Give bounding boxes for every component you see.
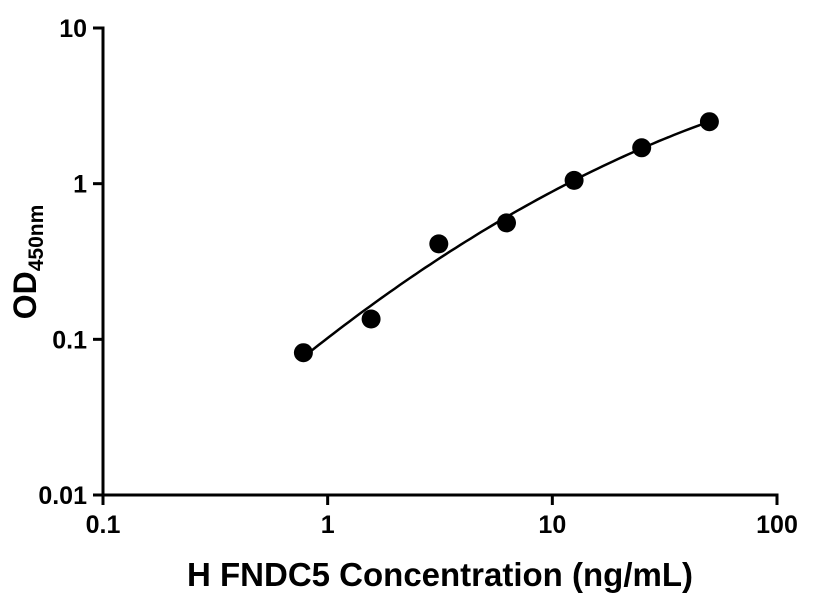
- y-axis-title-main: OD: [7, 271, 43, 319]
- y-tick-label: 0.01: [38, 482, 87, 510]
- x-tick-label: 100: [756, 511, 798, 539]
- data-point: [699, 112, 719, 132]
- y-tick-label: 10: [59, 15, 87, 43]
- y-tick-label: 1: [73, 171, 87, 199]
- x-tick-label: 10: [538, 511, 566, 539]
- x-tick-label: 0.1: [86, 511, 121, 539]
- data-point: [293, 343, 313, 363]
- data-point: [632, 138, 652, 158]
- x-axis-title: H FNDC5 Concentration (ng/mL): [187, 556, 693, 593]
- x-tick-label: 1: [321, 511, 335, 539]
- data-point: [497, 213, 516, 233]
- data-point: [361, 309, 381, 329]
- y-axis-title-sub: 450nm: [25, 205, 48, 272]
- y-axis-title: OD450nm: [7, 205, 48, 320]
- data-point: [429, 234, 449, 254]
- data-point: [564, 170, 584, 190]
- y-tick-label: 0.1: [52, 326, 87, 354]
